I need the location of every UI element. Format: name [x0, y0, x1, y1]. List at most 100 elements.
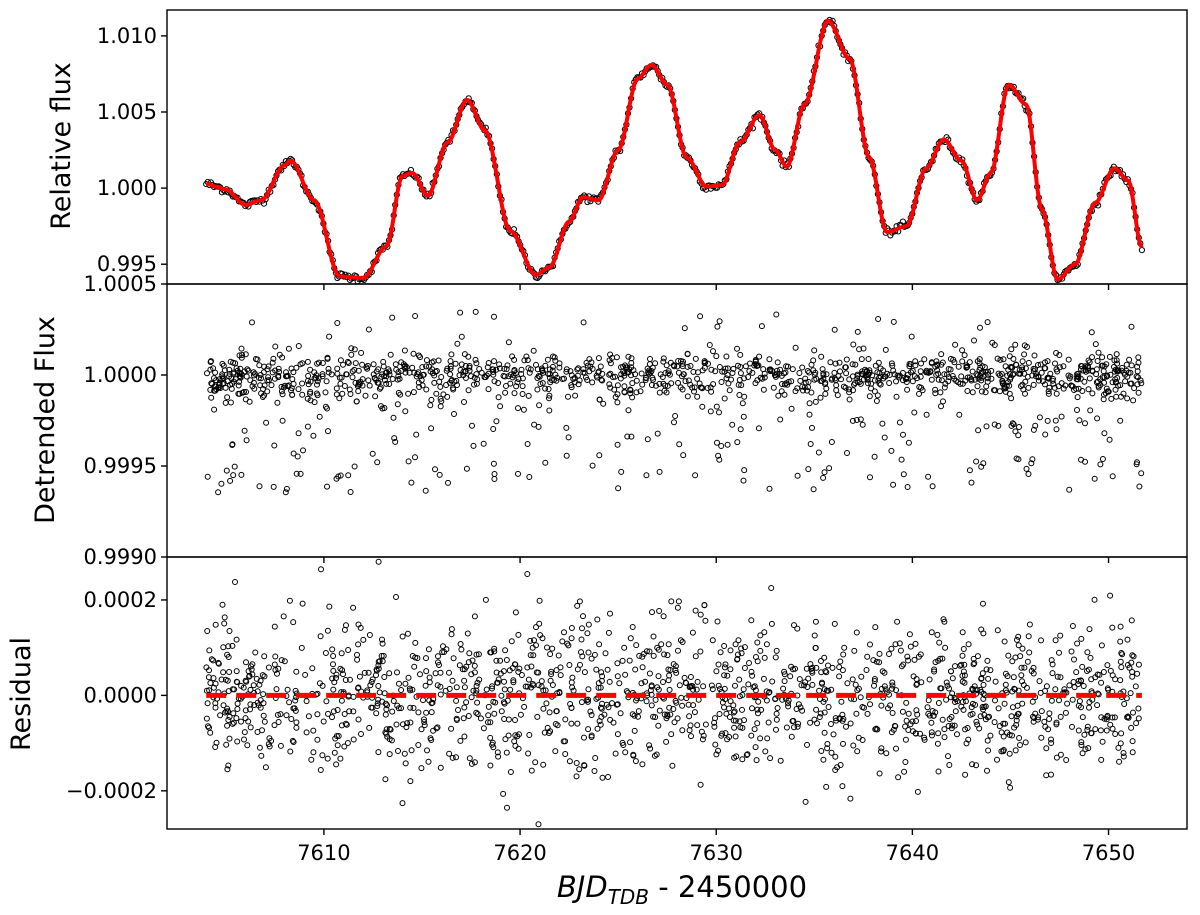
residual-point — [930, 712, 937, 719]
detrended-flux-point — [1089, 390, 1096, 397]
detrended-flux-point — [997, 356, 1004, 363]
detrended-flux-point — [257, 382, 264, 389]
detrended-flux-point — [472, 356, 479, 363]
residual-point — [224, 766, 231, 773]
detrended-flux-point — [649, 374, 656, 381]
residual-point — [903, 717, 910, 724]
detrended-flux-point — [490, 460, 497, 467]
detrended-flux-point — [737, 351, 744, 358]
residual-point — [673, 699, 680, 706]
residual-point — [650, 633, 657, 640]
detrended-flux-point — [1045, 390, 1052, 397]
residual-point — [748, 668, 755, 675]
residual-point — [366, 632, 373, 638]
detrended-flux-point — [760, 386, 767, 393]
detrended-flux-point — [299, 380, 306, 387]
residual-point — [1086, 704, 1092, 711]
residual-point — [816, 687, 823, 694]
residual-point — [1130, 653, 1137, 660]
residual-point — [651, 752, 658, 759]
residual-point — [483, 686, 490, 693]
detrended-flux-point — [1023, 465, 1030, 472]
detrended-flux-point — [854, 328, 861, 335]
detrended-flux-point — [1008, 422, 1015, 429]
detrended-flux-point — [1025, 471, 1032, 477]
residual-point — [455, 707, 461, 713]
residual-point — [343, 622, 349, 629]
residual-point — [697, 648, 704, 655]
detrended-flux-point — [1044, 374, 1051, 381]
residual-point — [619, 657, 626, 664]
detrended-flux-point — [410, 350, 417, 357]
residual-point — [791, 724, 797, 731]
x-tick-label: 7650 — [1082, 841, 1135, 865]
residual-point — [962, 771, 969, 778]
detrended-flux-point — [755, 425, 762, 432]
detrended-flux-point — [745, 374, 752, 380]
detrended-flux-point — [238, 354, 245, 361]
residual-point — [585, 621, 592, 628]
detrended-flux-point — [325, 365, 332, 372]
x-axis-label: BJDTDB - 2450000 — [557, 870, 807, 909]
detrended-flux-scatter — [204, 308, 1145, 496]
residual-point — [400, 721, 406, 728]
detrended-flux-point — [682, 378, 689, 385]
y-tick-label: 0.9990 — [84, 545, 157, 569]
detrended-flux-point — [911, 409, 918, 416]
detrended-flux-point — [670, 362, 677, 369]
detrended-flux-point — [358, 349, 365, 356]
detrended-flux-point — [316, 413, 323, 420]
residual-point — [260, 691, 267, 698]
residual-point — [840, 651, 847, 658]
residual-point — [934, 631, 941, 638]
detrended-flux-point — [338, 374, 345, 381]
residual-point — [343, 721, 350, 728]
residual-point — [580, 613, 586, 620]
detrended-flux-point — [1135, 354, 1142, 361]
detrended-flux-point — [526, 474, 533, 480]
residual-point — [939, 716, 946, 723]
residual-point — [491, 645, 498, 652]
detrended-flux-point — [938, 377, 945, 384]
detrended-flux-point — [994, 355, 1001, 362]
residual-point — [242, 715, 249, 722]
residual-point — [648, 702, 655, 709]
residual-point — [1009, 732, 1015, 739]
detrended-flux-point — [944, 371, 950, 378]
residual-point — [1088, 730, 1095, 737]
residual-point — [241, 729, 248, 736]
residual-point — [1098, 714, 1105, 721]
residual-point — [412, 639, 419, 646]
residual-point — [507, 686, 514, 693]
detrended-flux-point — [415, 369, 422, 376]
residual-point — [854, 748, 861, 755]
detrended-flux-point — [443, 367, 450, 374]
detrended-flux-point — [536, 402, 543, 409]
residual-point — [932, 709, 939, 716]
detrended-flux-point — [805, 379, 812, 385]
residual-point — [614, 701, 621, 708]
residual-point — [287, 748, 294, 755]
detrended-flux-point — [307, 397, 314, 404]
residual-point — [899, 708, 906, 715]
residual-point — [1053, 721, 1060, 728]
residual-point — [766, 689, 773, 696]
residual-point — [566, 662, 573, 668]
residual-point — [402, 680, 409, 687]
residual-point — [576, 598, 583, 605]
residual-point — [676, 682, 683, 689]
detrended-flux-point — [949, 373, 956, 379]
residual-point — [317, 633, 324, 640]
detrended-flux-point — [408, 479, 415, 486]
residual-point — [448, 626, 455, 633]
residual-point — [702, 617, 709, 624]
residual-point — [440, 643, 446, 650]
residual-point — [1015, 642, 1022, 649]
detrended-flux-point — [551, 354, 558, 361]
detrended-flux-point — [872, 362, 879, 369]
residual-point — [535, 821, 542, 828]
residual-point — [367, 682, 374, 689]
residual-point — [697, 611, 704, 618]
detrended-flux-point — [524, 441, 531, 447]
detrended-flux-point — [322, 389, 329, 396]
